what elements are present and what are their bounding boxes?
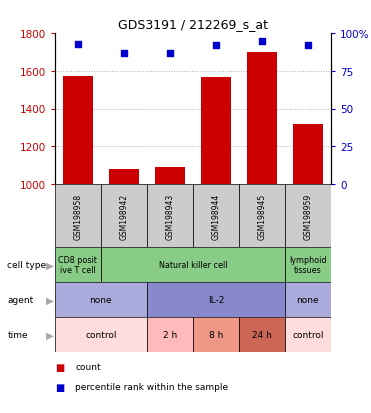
Text: 8 h: 8 h <box>209 330 223 339</box>
Text: ■: ■ <box>55 382 64 392</box>
Point <box>305 43 311 49</box>
Title: GDS3191 / 212269_s_at: GDS3191 / 212269_s_at <box>118 19 268 31</box>
Text: Natural killer cell: Natural killer cell <box>159 260 227 269</box>
Text: GSM198959: GSM198959 <box>303 193 312 239</box>
Bar <box>155 168 185 185</box>
Text: GSM198944: GSM198944 <box>211 193 220 239</box>
Text: control: control <box>292 330 324 339</box>
Bar <box>55 185 101 247</box>
Bar <box>55 247 101 282</box>
Bar <box>147 317 193 352</box>
Bar <box>285 185 331 247</box>
Text: control: control <box>85 330 116 339</box>
Text: ▶: ▶ <box>46 260 54 270</box>
Bar <box>147 282 285 317</box>
Point <box>167 50 173 57</box>
Text: GSM198942: GSM198942 <box>119 193 128 239</box>
Bar <box>55 282 147 317</box>
Text: IL-2: IL-2 <box>208 295 224 304</box>
Text: 24 h: 24 h <box>252 330 272 339</box>
Bar <box>63 77 93 185</box>
Bar <box>193 185 239 247</box>
Point <box>259 38 265 45</box>
Bar <box>285 317 331 352</box>
Text: ▶: ▶ <box>46 330 54 339</box>
Text: lymphoid
tissues: lymphoid tissues <box>289 255 327 275</box>
Bar <box>239 317 285 352</box>
Text: GSM198958: GSM198958 <box>73 193 82 239</box>
Text: none: none <box>297 295 319 304</box>
Text: cell type: cell type <box>7 260 46 269</box>
Text: CD8 posit
ive T cell: CD8 posit ive T cell <box>59 255 97 275</box>
Bar <box>285 282 331 317</box>
Point <box>121 50 127 57</box>
Text: ▶: ▶ <box>46 295 54 305</box>
Bar <box>247 53 277 185</box>
Bar <box>293 124 323 185</box>
Text: time: time <box>7 330 28 339</box>
Point <box>213 43 219 49</box>
Text: none: none <box>90 295 112 304</box>
Text: agent: agent <box>7 295 34 304</box>
Bar <box>285 247 331 282</box>
Bar <box>101 247 285 282</box>
Text: count: count <box>75 363 101 372</box>
Bar <box>55 317 147 352</box>
Text: GSM198943: GSM198943 <box>165 193 174 239</box>
Bar <box>193 317 239 352</box>
Bar <box>239 185 285 247</box>
Text: 2 h: 2 h <box>163 330 177 339</box>
Bar <box>101 185 147 247</box>
Text: percentile rank within the sample: percentile rank within the sample <box>75 382 229 392</box>
Text: ■: ■ <box>55 362 64 372</box>
Point <box>75 41 81 48</box>
Bar <box>147 185 193 247</box>
Text: GSM198945: GSM198945 <box>257 193 266 239</box>
Bar <box>109 169 139 185</box>
Bar <box>201 78 231 185</box>
